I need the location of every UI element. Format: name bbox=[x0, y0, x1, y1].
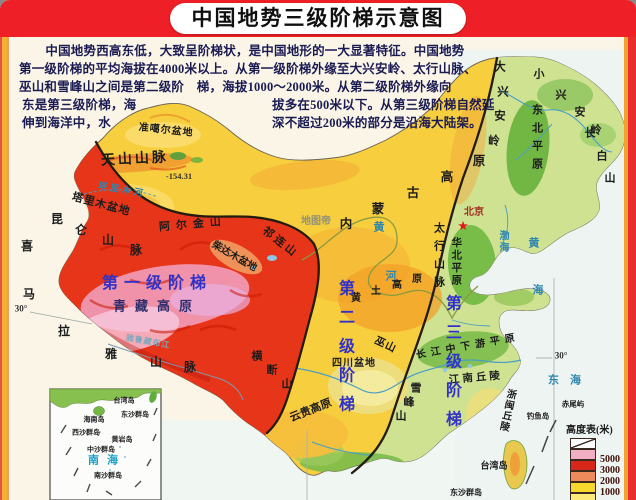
legend-band-swatch bbox=[570, 482, 596, 493]
intro-line-4a: 东是第三级阶梯，海 bbox=[22, 98, 137, 112]
legend-title: 高度表(米) bbox=[566, 425, 613, 436]
legend-band-swatch bbox=[570, 471, 596, 482]
legend-band: 3000 bbox=[566, 460, 620, 476]
intro-line-1: 中国地势西高东低，大致呈阶梯状，是中国地形的一大显著特征。中国地势 bbox=[20, 44, 465, 58]
title-banner: 中国地势三级阶梯示意图 bbox=[0, 0, 636, 37]
elevation-legend: 高度表(米) 5000 3000 2000 1000 bbox=[566, 421, 626, 500]
legend-band bbox=[566, 438, 596, 450]
south-china-sea-inset bbox=[49, 388, 162, 500]
legend-band-value: 5000 bbox=[600, 454, 620, 465]
intro-line-3: 巫山和雪峰山之间是第二级阶 梯，海拔1000～2000米。从第二级阶梯外缘向 bbox=[19, 80, 452, 94]
legend-band-swatch bbox=[570, 438, 596, 449]
legend-bands: 5000 3000 2000 1000 bbox=[566, 438, 626, 500]
legend-band: 5000 bbox=[566, 449, 620, 465]
yangtze-river bbox=[294, 359, 522, 394]
legend-band-swatch bbox=[570, 460, 596, 471]
left-border-strip bbox=[0, 0, 9, 500]
step-boundary-line-1 bbox=[94, 140, 320, 435]
intro-line-5a: 伸到海洋中，水 bbox=[22, 116, 111, 130]
legend-band-swatch bbox=[570, 493, 596, 500]
step-boundary-line-2 bbox=[350, 56, 499, 475]
legend-band-value: 3000 bbox=[600, 465, 620, 476]
page-title: 中国地势三级阶梯示意图 bbox=[170, 3, 466, 34]
legend-band-value: 2000 bbox=[600, 476, 620, 487]
intro-line-4b: 拔多在500米以下。从第三级阶梯自然延 bbox=[272, 98, 495, 112]
yellow-river bbox=[301, 216, 479, 320]
legend-band-swatch bbox=[570, 449, 596, 460]
right-border-strip bbox=[624, 0, 636, 500]
legend-band-value: 1000 bbox=[600, 487, 620, 498]
legend-band bbox=[566, 493, 596, 500]
graticule bbox=[29, 278, 557, 500]
taiwan-ridge bbox=[510, 452, 520, 476]
intro-line-2: 第一级阶梯的平均海拔在4000米以上。从第一级阶梯外缘至大兴安岭、太行山脉、 bbox=[19, 62, 477, 76]
intro-line-5b: 深不超过200米的部分是沿海大陆架。 bbox=[272, 116, 482, 130]
rivers bbox=[83, 89, 613, 457]
nine-dash-line bbox=[60, 407, 158, 496]
legend-band: 2000 bbox=[566, 471, 620, 487]
legend-band: 1000 bbox=[566, 482, 620, 498]
